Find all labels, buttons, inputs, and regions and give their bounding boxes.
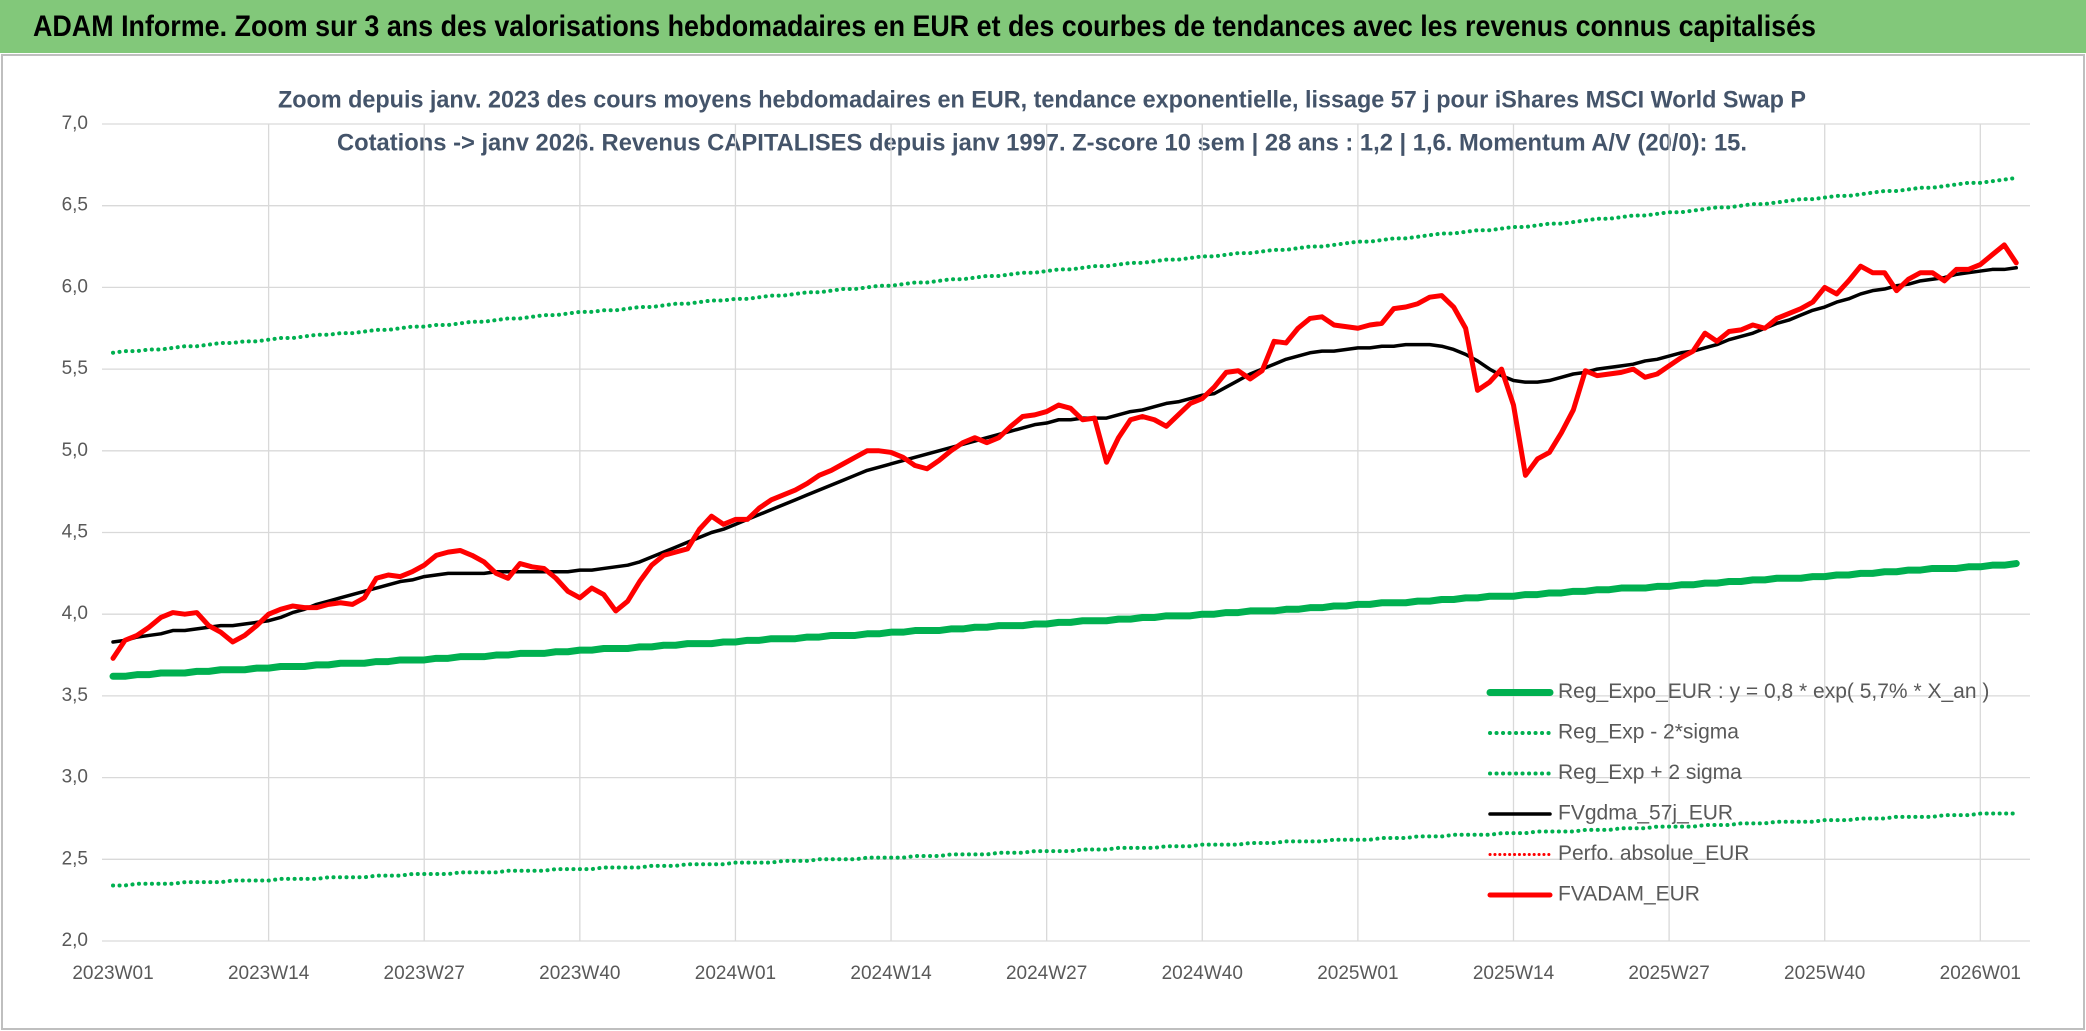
- legend: Reg_Expo_EUR : y = 0,8 * exp( 5,7% * X_a…: [1486, 680, 1989, 906]
- x-tick-label: 2023W14: [228, 963, 310, 984]
- series-line: [111, 811, 2019, 888]
- series-line: [109, 560, 2020, 680]
- y-tick-label: 4,0: [62, 603, 88, 624]
- x-tick-label: 2025W14: [1473, 963, 1555, 984]
- y-tick-label: 7,0: [62, 113, 88, 134]
- series-line: [111, 266, 2018, 644]
- y-tick-label: 5,0: [62, 440, 88, 461]
- x-tick-label: 2023W27: [384, 963, 465, 984]
- x-tick-label: 2025W40: [1784, 963, 1865, 984]
- x-tick-label: 2024W27: [1006, 963, 1087, 984]
- legend-label: Reg_Expo_EUR : y = 0,8 * exp( 5,7% * X_a…: [1558, 680, 1989, 703]
- series-line: [111, 175, 2019, 355]
- banner: [0, 0, 2086, 53]
- chart-title: Zoom depuis janv. 2023 des cours moyens …: [278, 86, 1806, 113]
- y-tick-label: 3,5: [62, 685, 88, 706]
- legend-label: Reg_Exp + 2 sigma: [1558, 761, 1742, 784]
- x-tick-label: 2025W01: [1317, 963, 1398, 984]
- x-tick-label: 2023W01: [72, 963, 153, 984]
- y-tick-label: 6,5: [62, 195, 88, 216]
- legend-label: Reg_Exp - 2*sigma: [1558, 721, 1739, 744]
- legend-label: FVgdma_57j_EUR: [1558, 802, 1733, 825]
- y-tick-label: 3,0: [62, 767, 88, 788]
- x-tick-label: 2025W27: [1628, 963, 1709, 984]
- plot-area: [109, 175, 2020, 888]
- y-tick-label: 6,0: [62, 276, 88, 297]
- legend-label: Perfo. absolue_EUR: [1558, 842, 1749, 865]
- y-tick-label: 5,5: [62, 358, 88, 379]
- chart-subtitle: Cotations -> janv 2026. Revenus CAPITALI…: [337, 129, 1747, 156]
- x-tick-label: 2024W14: [850, 963, 932, 984]
- x-tick-label: 2024W40: [1162, 963, 1243, 984]
- y-tick-label: 2,0: [62, 930, 88, 951]
- y-tick-label: 2,5: [62, 848, 88, 869]
- series-line: [110, 242, 2019, 661]
- x-tick-label: 2023W40: [539, 963, 620, 984]
- x-tick-label: 2026W01: [1940, 963, 2021, 984]
- y-tick-label: 4,5: [62, 522, 88, 543]
- banner-title: ADAM Informe. Zoom sur 3 ans des valoris…: [33, 10, 1816, 43]
- x-tick-label: 2024W01: [695, 963, 776, 984]
- grid: 2,0 2,5 3,0 3,5 4,0 4,5 5,0 5,5 6,0 6,5 7,0 2023W01…: [62, 113, 2030, 984]
- legend-label: FVADAM_EUR: [1558, 883, 1700, 906]
- chart-border: [1, 54, 2085, 1030]
